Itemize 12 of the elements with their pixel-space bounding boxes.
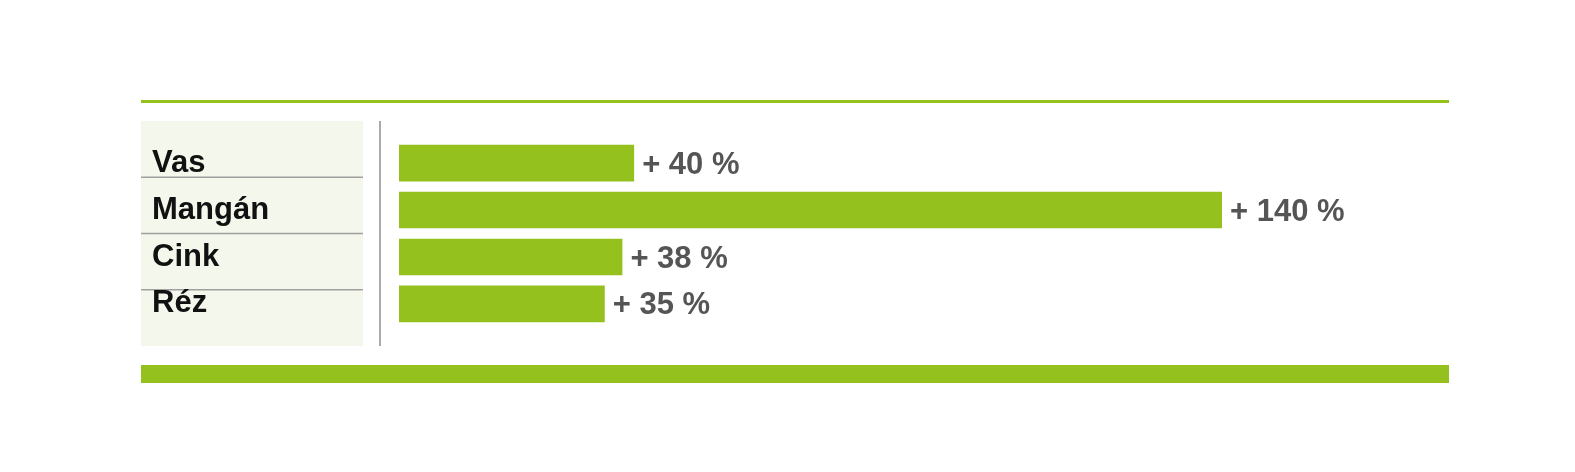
bar: [399, 285, 605, 323]
data-label: + 38 %: [630, 239, 728, 275]
bar: [399, 144, 635, 182]
bar: [399, 191, 1222, 229]
y-tick-label: Vas: [152, 143, 206, 179]
bar: [399, 238, 623, 276]
y-tick-label: Réz: [152, 284, 208, 320]
data-label: + 35 %: [612, 286, 711, 322]
data-label: + 40 %: [642, 145, 740, 181]
data-label: + 140 %: [1230, 192, 1345, 228]
y-tick-label: Cink: [152, 237, 220, 273]
y-tick-label: Mangán: [152, 190, 270, 226]
